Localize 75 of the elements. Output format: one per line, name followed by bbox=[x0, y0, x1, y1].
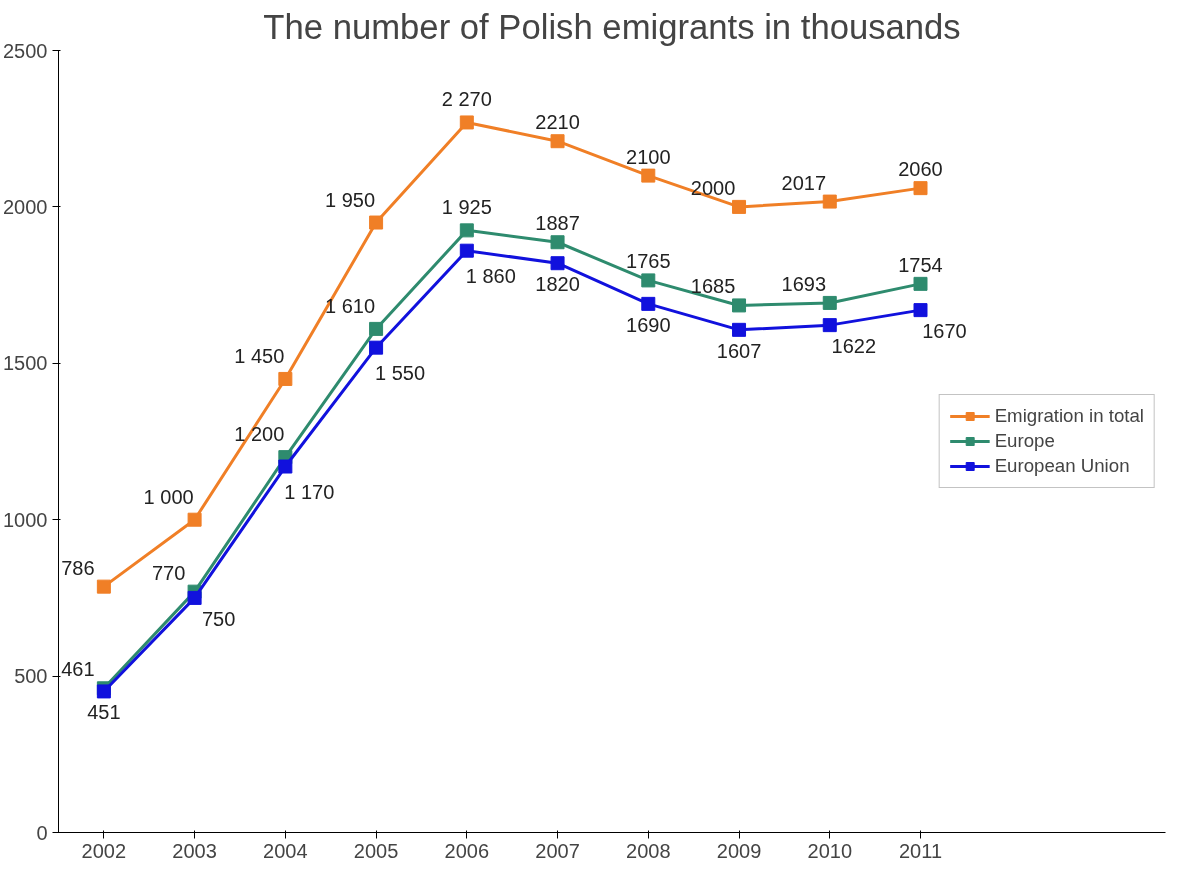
data-label: 1 950 bbox=[325, 188, 376, 211]
point bbox=[732, 322, 747, 337]
x-tick-label: 2003 bbox=[172, 839, 217, 862]
point bbox=[822, 318, 837, 333]
legend-label: Europe bbox=[994, 430, 1055, 452]
y-tick-label: 1000 bbox=[3, 508, 48, 531]
point bbox=[550, 256, 565, 271]
data-label: 451 bbox=[87, 701, 121, 724]
point bbox=[641, 168, 656, 183]
data-label: 2210 bbox=[535, 111, 580, 134]
point bbox=[187, 512, 202, 527]
point bbox=[913, 181, 928, 196]
x-tick-label: 2005 bbox=[353, 839, 399, 862]
chart-title: The number of Polish emigrants in thousands bbox=[263, 7, 961, 46]
point bbox=[459, 223, 474, 238]
x-tick-label: 2011 bbox=[899, 839, 943, 862]
data-label: 1 860 bbox=[465, 264, 516, 287]
point bbox=[278, 459, 293, 474]
point bbox=[822, 295, 837, 310]
point bbox=[822, 194, 837, 209]
y-tick-label: 0 bbox=[36, 821, 48, 844]
data-label: 2 270 bbox=[441, 88, 492, 111]
x-tick-label: 2007 bbox=[535, 839, 580, 862]
data-label: 1887 bbox=[535, 212, 580, 235]
point bbox=[369, 340, 384, 355]
data-label: 1 925 bbox=[441, 196, 492, 219]
point bbox=[459, 115, 474, 130]
data-label: 786 bbox=[61, 556, 95, 579]
data-label: 1 170 bbox=[284, 480, 335, 503]
x-tick-label: 2008 bbox=[626, 839, 671, 862]
point bbox=[187, 590, 202, 605]
y-tick-label: 500 bbox=[14, 665, 48, 688]
legend-label: Emigration in total bbox=[994, 405, 1144, 427]
point bbox=[641, 273, 656, 288]
data-label: 2000 bbox=[690, 176, 736, 199]
point bbox=[550, 235, 565, 250]
y-tick-label: 2000 bbox=[3, 195, 48, 218]
data-label: 1622 bbox=[831, 335, 877, 358]
data-label: 1820 bbox=[535, 273, 580, 296]
data-label: 750 bbox=[201, 607, 236, 630]
data-label: 461 bbox=[61, 658, 95, 681]
data-label: 1693 bbox=[781, 272, 827, 295]
data-label: 1 550 bbox=[375, 361, 426, 384]
data-label: 770 bbox=[151, 561, 186, 584]
x-tick-label: 2006 bbox=[444, 839, 490, 862]
data-label: 2017 bbox=[781, 171, 827, 194]
point bbox=[459, 243, 474, 258]
data-label: 1685 bbox=[690, 275, 736, 298]
point bbox=[369, 215, 384, 230]
x-tick-label: 2002 bbox=[81, 839, 127, 862]
data-label: 1607 bbox=[716, 339, 762, 362]
data-label: 1754 bbox=[898, 253, 943, 276]
point bbox=[732, 199, 747, 214]
data-label: 1670 bbox=[922, 320, 967, 343]
point bbox=[913, 276, 928, 291]
point bbox=[278, 371, 293, 386]
point bbox=[641, 296, 656, 311]
data-label: 1 200 bbox=[234, 423, 285, 446]
point bbox=[369, 321, 384, 336]
y-tick-label: 1500 bbox=[3, 352, 48, 375]
point bbox=[96, 579, 111, 594]
x-tick-label: 2010 bbox=[807, 839, 853, 862]
x-tick-label: 2009 bbox=[716, 839, 762, 862]
data-label: 1765 bbox=[626, 250, 671, 273]
data-label: 1 000 bbox=[143, 485, 194, 508]
y-tick-label: 2500 bbox=[3, 39, 48, 62]
data-label: 2100 bbox=[626, 145, 671, 168]
x-tick-label: 2004 bbox=[263, 839, 308, 862]
data-label: 1 450 bbox=[234, 344, 285, 367]
point bbox=[913, 303, 928, 318]
data-label: 1690 bbox=[626, 313, 671, 336]
data-label: 2060 bbox=[898, 158, 943, 181]
legend-label: European Union bbox=[994, 455, 1130, 477]
point bbox=[550, 134, 565, 149]
point bbox=[732, 298, 747, 313]
